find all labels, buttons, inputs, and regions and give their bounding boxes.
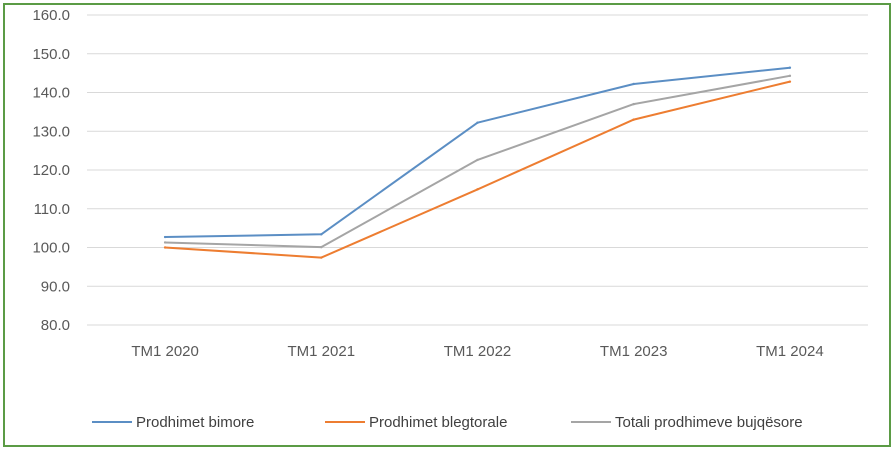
y-tick-label: 140.0 bbox=[32, 85, 70, 102]
data-point bbox=[476, 158, 479, 162]
data-point bbox=[163, 246, 167, 249]
data-point bbox=[632, 118, 635, 121]
series-lines bbox=[163, 66, 792, 259]
chart-frame bbox=[3, 3, 891, 447]
y-tick-label: 90.0 bbox=[41, 278, 70, 295]
y-tick-label: 120.0 bbox=[32, 162, 70, 179]
x-tick-label: TM1 2021 bbox=[288, 343, 356, 360]
legend-item: Prodhimet bimore bbox=[92, 414, 254, 431]
y-tick-label: 80.0 bbox=[41, 317, 70, 334]
x-tick-label: TM1 2023 bbox=[600, 343, 668, 360]
data-point bbox=[476, 121, 479, 124]
data-point bbox=[163, 235, 167, 239]
y-tick-label: 160.0 bbox=[32, 7, 70, 24]
data-point bbox=[320, 233, 323, 236]
legend-label: Prodhimet blegtorale bbox=[369, 414, 507, 431]
x-tick-label: TM1 2022 bbox=[444, 343, 512, 360]
legend-item: Totali prodhimeve bujqësore bbox=[571, 414, 803, 431]
data-point bbox=[788, 74, 792, 78]
data-point bbox=[320, 245, 323, 249]
x-axis: TM1 2020 TM1 2021 TM1 2022 TM1 2023 TM1 2024 bbox=[131, 343, 823, 360]
data-point bbox=[788, 80, 792, 83]
data-point bbox=[476, 188, 479, 191]
y-tick-label: 130.0 bbox=[32, 123, 70, 140]
data-point bbox=[632, 102, 635, 106]
series-line-3 bbox=[164, 74, 791, 249]
data-point bbox=[320, 256, 323, 259]
data-point bbox=[632, 82, 635, 86]
legend-item: Prodhimet blegtorale bbox=[325, 414, 507, 431]
x-tick-label: TM1 2020 bbox=[131, 343, 199, 360]
legend-label: Totali prodhimeve bujqësore bbox=[615, 414, 803, 431]
y-tick-label: 150.0 bbox=[32, 46, 70, 63]
gridlines bbox=[87, 14, 868, 326]
x-tick-label: TM1 2024 bbox=[756, 343, 824, 360]
data-point bbox=[163, 241, 167, 244]
legend: Prodhimet bimore Prodhimet blegtorale Tota… bbox=[92, 414, 803, 431]
data-point bbox=[788, 66, 792, 69]
y-axis: 80.0 90.0 100.0 110.0 120.0 130.0 140.0 150.0 16… bbox=[32, 7, 70, 334]
y-tick-label: 100.0 bbox=[32, 240, 70, 257]
legend-label: Prodhimet bimore bbox=[136, 414, 254, 431]
y-tick-label: 110.0 bbox=[34, 201, 70, 218]
